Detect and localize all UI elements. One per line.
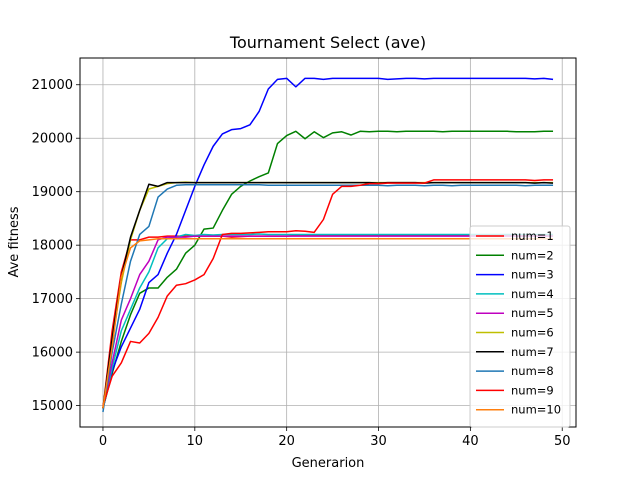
ticks-layer: 0 10 20 30 40 50 15000 16000 17000 18000 19000 2000… — [32, 78, 571, 449]
x-axis-label: Generarion — [292, 456, 365, 471]
series-line-9 — [102, 179, 554, 406]
legend-label: num=3 — [511, 268, 554, 282]
y-tick-label: 20000 — [32, 132, 73, 147]
x-tick-label: 20 — [278, 434, 295, 449]
legend-label: num=9 — [511, 383, 554, 397]
y-tick-label: 18000 — [32, 239, 73, 254]
y-tick-label: 21000 — [32, 78, 73, 93]
y-tick-label: 17000 — [32, 292, 73, 307]
chart-title: Tournament Select (ave) — [229, 33, 426, 52]
legend-label: num=10 — [511, 403, 561, 417]
y-tick-label: 19000 — [32, 185, 73, 200]
legend-label: num=5 — [511, 306, 554, 320]
x-tick-label: 0 — [99, 434, 107, 449]
y-tick-label: 16000 — [32, 346, 73, 361]
legend: num=1 num=2 num=3 num=4 num=5 num=6 num=7 num=8… — [469, 225, 571, 428]
legend-label: num=1 — [511, 229, 554, 243]
y-tick-label: 15000 — [32, 399, 73, 414]
legend-label: num=7 — [511, 345, 554, 359]
legend-label: num=2 — [511, 248, 554, 262]
series-line-7 — [102, 181, 554, 409]
x-tick-label: 30 — [370, 434, 387, 449]
legend-label: num=4 — [511, 287, 554, 301]
series-line-8 — [102, 183, 554, 413]
y-axis-label: Ave fitness — [7, 206, 22, 277]
plot-frame — [79, 57, 577, 428]
legend-box — [469, 225, 571, 428]
legend-label: num=6 — [511, 326, 554, 340]
series-line-2 — [102, 130, 554, 409]
x-tick-label: 40 — [462, 434, 479, 449]
x-tick-label: 50 — [554, 434, 571, 449]
series-line-3 — [102, 77, 554, 409]
x-tick-label: 10 — [187, 434, 204, 449]
legend-label: num=8 — [511, 364, 554, 378]
